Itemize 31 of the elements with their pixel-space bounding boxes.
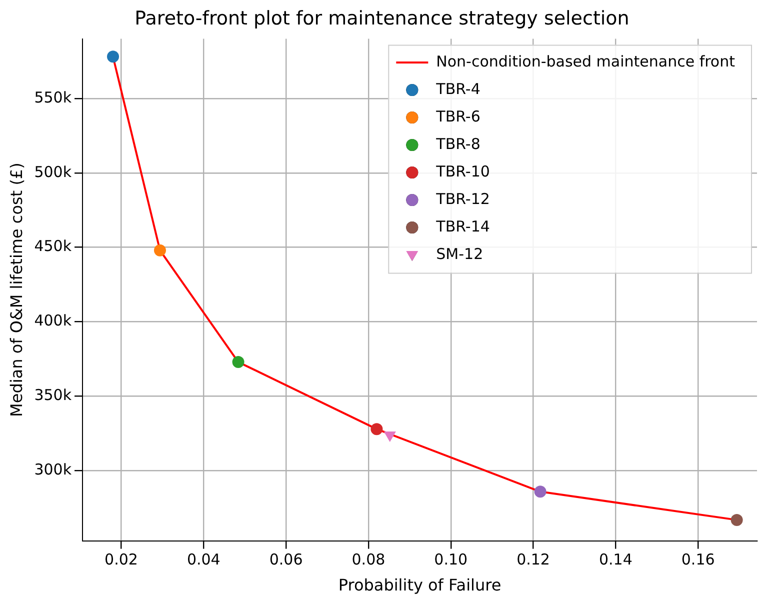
y-tick-label: 400k [34, 312, 72, 330]
point [107, 50, 120, 63]
point [730, 514, 743, 526]
legend-label: SM-12 [436, 244, 484, 263]
y-tick-label: 350k [34, 386, 72, 404]
y-tick-label: 450k [34, 237, 72, 256]
y-axis-title: Median of O&M lifetime cost (£) [6, 162, 26, 417]
point [232, 356, 244, 368]
legend-label: Non-condition-based maintenance front [436, 52, 736, 70]
legend-label: TBR-8 [435, 134, 480, 153]
chart-title: Pareto-front plot for maintenance strategy selection [134, 7, 630, 30]
legend-label: TBR-4 [435, 80, 480, 98]
legend-label: TBR-12 [435, 190, 490, 208]
x-tick-label: 0.02 [104, 550, 138, 569]
x-tick-label: 0.12 [516, 550, 550, 569]
y-tick-label: 500k [34, 162, 72, 181]
legend-label: TBR-14 [435, 217, 490, 236]
x-tick-label: 0.06 [269, 550, 303, 569]
y-tick-label: 550k [34, 88, 72, 106]
x-axis-title: Probability of Failure [338, 576, 502, 595]
x-tick-label: 0.14 [598, 550, 632, 569]
point [154, 244, 166, 256]
point [534, 486, 546, 498]
x-tick-label: 0.08 [352, 550, 386, 569]
x-tick-label: 0.10 [434, 550, 468, 569]
y-tick-label: 300k [34, 460, 72, 479]
legend-label: TBR-10 [435, 162, 490, 180]
x-tick-label: 0.16 [681, 550, 715, 569]
x-tick-label: 0.04 [186, 550, 220, 569]
point [370, 423, 383, 436]
legend-label: TBR-6 [435, 107, 480, 126]
